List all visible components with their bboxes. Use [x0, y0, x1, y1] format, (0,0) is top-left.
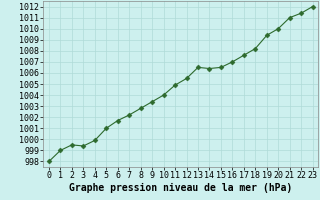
X-axis label: Graphe pression niveau de la mer (hPa): Graphe pression niveau de la mer (hPa) — [69, 183, 292, 193]
